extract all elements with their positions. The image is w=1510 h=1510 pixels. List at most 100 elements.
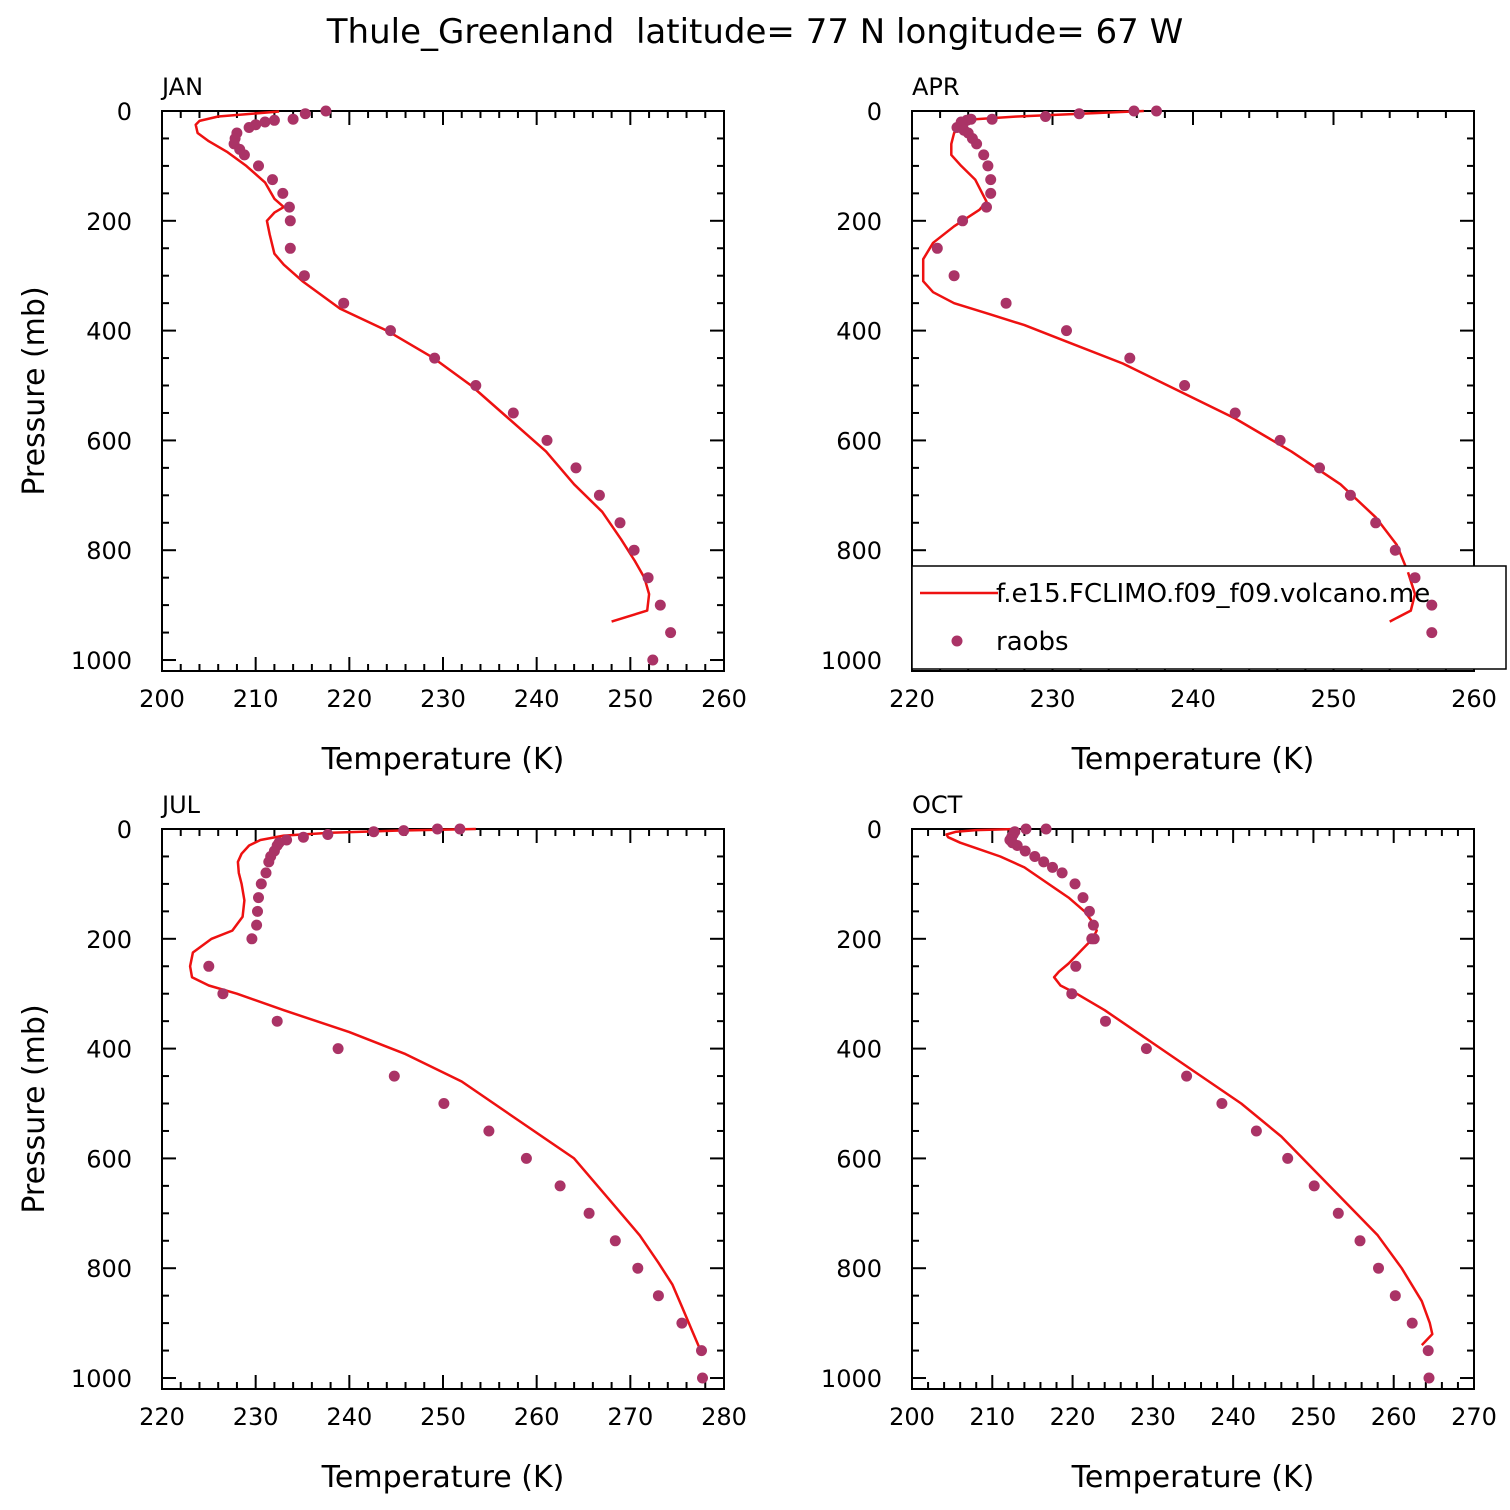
- raobs-point: [1282, 1152, 1294, 1164]
- raobs-point: [1406, 1317, 1418, 1329]
- raobs-point: [570, 462, 582, 474]
- raobs-point: [957, 215, 969, 227]
- x-tick-label: 260: [514, 1403, 560, 1431]
- raobs-point: [253, 160, 264, 172]
- x-tick-label: 230: [420, 685, 466, 713]
- x-axis-title: Temperature (K): [1071, 1460, 1315, 1495]
- panel-label: OCT: [912, 791, 963, 819]
- x-tick-label: 270: [1451, 1403, 1497, 1431]
- y-tick-label: 200: [86, 208, 132, 236]
- raobs-point: [1426, 627, 1438, 639]
- raobs-point: [284, 242, 296, 254]
- raobs-point: [632, 1262, 644, 1274]
- raobs-point: [322, 829, 334, 840]
- raobs-point: [251, 919, 263, 931]
- raobs-point: [948, 270, 960, 282]
- raobs-point: [1070, 960, 1082, 972]
- raobs-point: [1426, 599, 1438, 611]
- model-series-line: [194, 110, 651, 623]
- raobs-point: [1128, 105, 1140, 117]
- raobs-point: [665, 627, 677, 639]
- model-series-line: [921, 109, 1417, 623]
- raobs-point: [338, 297, 350, 309]
- raobs-point: [1073, 108, 1085, 120]
- raobs-point: [398, 825, 410, 837]
- x-axis-title: Temperature (K): [321, 742, 565, 777]
- y-tick-label: 800: [836, 537, 882, 565]
- x-tick-label: 200: [889, 1403, 935, 1431]
- model-series-line: [188, 827, 702, 1352]
- raobs-point: [203, 960, 215, 972]
- raobs-point: [268, 114, 280, 126]
- y-tick-label: 400: [86, 1036, 132, 1064]
- raobs-point: [1011, 840, 1023, 851]
- raobs-point: [614, 517, 626, 529]
- raobs-point: [1389, 1290, 1401, 1302]
- raobs-point: [271, 1015, 283, 1027]
- y-tick-label: 600: [86, 1145, 132, 1173]
- y-tick-label: 400: [836, 1036, 882, 1064]
- raobs-point: [1038, 856, 1050, 868]
- panel-jan: 200 210 220 230 240 250 260 0 200 400 600 800 1000 JA…: [17, 73, 747, 777]
- y-axis-title: Pressure (mb): [17, 286, 52, 495]
- raobs-point: [243, 122, 255, 133]
- plot-frame: [161, 828, 725, 1390]
- raobs-point: [931, 242, 943, 254]
- panel-apr: 220 230 240 250 260 0 200 400 600 800 1000 APR Tempe…: [821, 73, 1507, 777]
- raobs-point: [332, 1043, 344, 1055]
- raobs-point: [283, 201, 295, 213]
- x-tick-label: 220: [1050, 1403, 1096, 1431]
- raobs-point: [1229, 407, 1241, 419]
- y-tick-label: 800: [86, 1255, 132, 1283]
- raobs-point: [981, 201, 992, 213]
- y-tick-label: 0: [867, 816, 882, 844]
- raobs-point: [260, 867, 272, 879]
- raobs-point: [1274, 434, 1286, 446]
- y-tick-label: 600: [836, 1145, 882, 1173]
- raobs-point: [697, 1372, 708, 1384]
- raobs-point: [368, 826, 380, 838]
- raobs-point: [1179, 380, 1191, 391]
- raobs-point: [1020, 823, 1032, 835]
- x-tick-label: 210: [233, 685, 279, 713]
- panel-label: JAN: [160, 73, 203, 101]
- panel-oct: 200 210 220 230 240 250 260 270 0 200 400 600 800 100…: [821, 791, 1497, 1495]
- y-tick-label: 800: [836, 1255, 882, 1283]
- raobs-point: [583, 1207, 595, 1219]
- panel-label: APR: [912, 73, 960, 101]
- raobs-point: [1029, 851, 1041, 862]
- raobs-point: [652, 1290, 664, 1302]
- raobs-point: [470, 380, 482, 391]
- raobs-point: [1069, 878, 1081, 890]
- legend-marker-swatch: [951, 635, 963, 647]
- raobs-point: [297, 831, 309, 843]
- x-tick-label: 250: [1311, 685, 1357, 713]
- x-tick-label: 230: [1030, 685, 1076, 713]
- x-tick-label: 260: [1451, 685, 1497, 713]
- raobs-point: [593, 489, 605, 501]
- x-tick-label: 270: [607, 1403, 653, 1431]
- raobs-point: [1423, 1372, 1435, 1384]
- x-axis-title: Temperature (K): [321, 1460, 565, 1495]
- raobs-point: [985, 174, 997, 186]
- raobs-point: [287, 113, 299, 125]
- y-tick-label: 1000: [821, 1365, 882, 1393]
- raobs-point: [1344, 489, 1356, 501]
- y-tick-label: 800: [86, 537, 132, 565]
- raobs-point: [1019, 845, 1031, 857]
- raobs-point: [982, 160, 994, 172]
- raobs-point: [259, 116, 271, 128]
- model-series-line-overlay: [1389, 571, 1417, 623]
- y-tick-label: 200: [836, 926, 882, 954]
- raobs-point: [1354, 1235, 1366, 1247]
- y-tick-label: 1000: [821, 647, 882, 675]
- raobs-point: [1422, 1345, 1434, 1357]
- raobs-point: [385, 325, 396, 337]
- raobs-point: [431, 823, 443, 835]
- x-tick-label: 250: [420, 1403, 466, 1431]
- raobs-point: [217, 988, 229, 1000]
- raobs-point: [253, 892, 264, 904]
- raobs-point: [238, 149, 250, 161]
